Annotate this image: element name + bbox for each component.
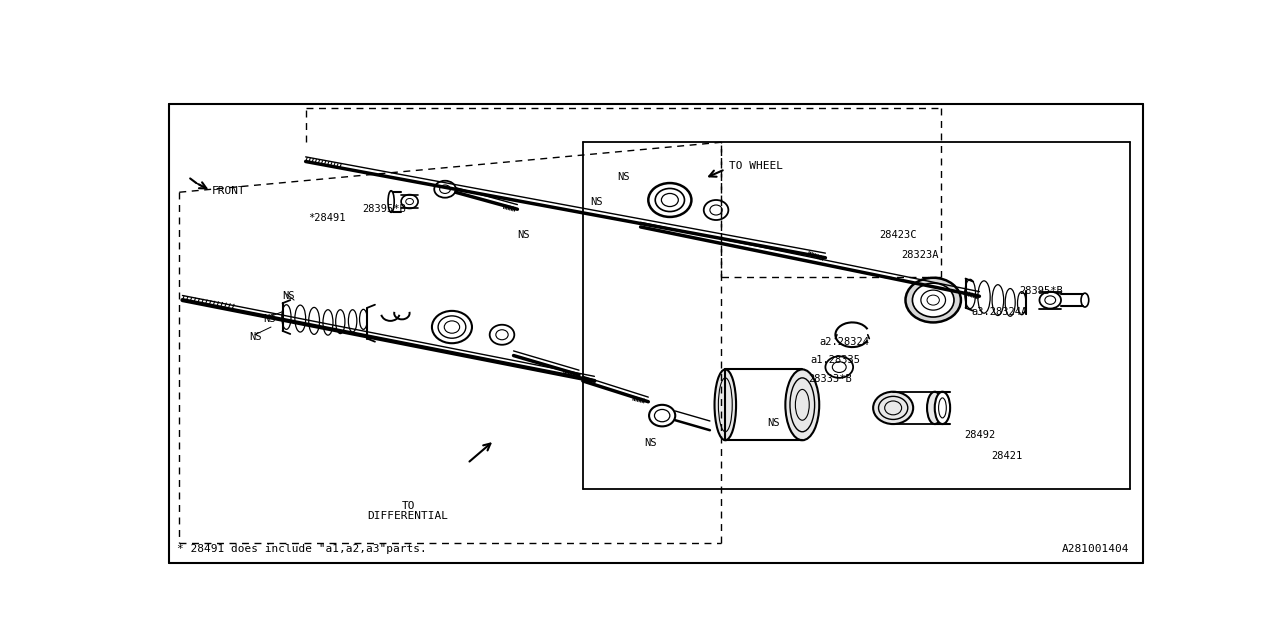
Ellipse shape [714,369,736,440]
Text: 28423C: 28423C [879,230,916,239]
Ellipse shape [873,392,913,424]
Ellipse shape [1039,292,1061,308]
Text: A281001404: A281001404 [1062,544,1129,554]
Ellipse shape [704,200,728,220]
Text: 28421: 28421 [991,451,1023,461]
Text: 28395*B: 28395*B [1019,286,1064,296]
Text: 28395*B: 28395*B [362,204,406,214]
Text: * 28491 does include "a1,a2,a3"parts.: * 28491 does include "a1,a2,a3"parts. [177,544,426,554]
Text: NS: NS [617,172,630,182]
Ellipse shape [648,183,691,217]
Ellipse shape [388,191,394,212]
Text: a1.28335: a1.28335 [810,355,860,365]
Text: a3.28324A: a3.28324A [972,307,1028,317]
Ellipse shape [1082,293,1089,307]
Text: NS: NS [768,419,780,428]
Text: TO WHEEL: TO WHEEL [730,161,783,171]
Text: a2.28324: a2.28324 [819,337,869,347]
Ellipse shape [401,195,419,209]
Text: NS: NS [250,332,262,342]
Ellipse shape [434,180,456,198]
Text: NS: NS [264,314,275,324]
Text: NS: NS [283,291,296,301]
Ellipse shape [490,324,515,345]
Ellipse shape [786,369,819,440]
Text: NS: NS [517,230,530,239]
Text: 28492: 28492 [964,430,996,440]
Text: *28491: *28491 [308,212,346,223]
Ellipse shape [927,392,942,424]
Text: NS: NS [590,197,603,207]
Ellipse shape [913,283,954,317]
Text: 28323A: 28323A [901,250,938,260]
Ellipse shape [431,311,472,343]
Ellipse shape [826,356,854,378]
Text: NS: NS [644,438,657,447]
Text: TO: TO [402,500,415,511]
Text: 28333*B: 28333*B [809,374,852,383]
Ellipse shape [905,278,961,323]
Ellipse shape [934,392,950,424]
Text: FRONT: FRONT [211,186,246,196]
Ellipse shape [649,405,676,426]
Text: DIFFERENTIAL: DIFFERENTIAL [367,511,448,521]
